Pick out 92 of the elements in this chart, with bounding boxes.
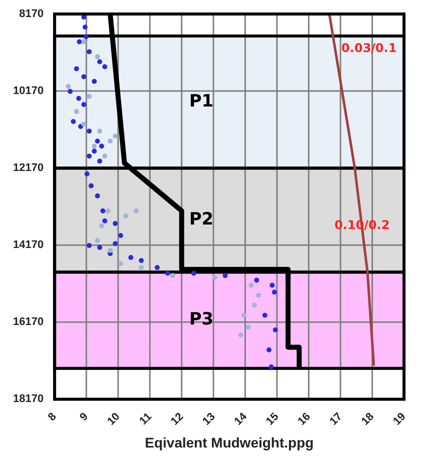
x-tick-label: 9: [78, 410, 91, 424]
band-label: P3: [189, 310, 214, 330]
point: [78, 124, 84, 129]
x-tick-label: 18: [359, 410, 376, 428]
point: [108, 138, 113, 144]
point: [94, 193, 100, 198]
point: [86, 49, 92, 54]
band-label: P1: [189, 91, 214, 112]
point: [241, 312, 246, 318]
point: [102, 154, 108, 159]
point: [94, 238, 100, 244]
point: [191, 270, 196, 276]
point: [86, 154, 92, 159]
x-tick-label: 11: [137, 410, 154, 428]
point: [76, 39, 82, 44]
y-tick-label: 14170: [12, 239, 44, 252]
point: [86, 128, 92, 134]
x-axis-title: Eqivalent Mudweight.ppg: [144, 434, 314, 450]
point: [118, 261, 124, 266]
point: [97, 158, 102, 164]
x-tick-label: 12: [168, 410, 186, 428]
point: [246, 324, 251, 330]
point: [84, 171, 90, 176]
x-tick-label: 8: [46, 410, 59, 424]
y-tick-label: 12170: [12, 162, 44, 174]
point: [165, 270, 170, 276]
point: [74, 66, 80, 72]
x-tick-label: 13: [200, 410, 218, 428]
point: [76, 96, 82, 101]
point: [99, 144, 104, 149]
point: [238, 332, 244, 338]
point: [272, 327, 278, 332]
y-tick-label: 10170: [12, 85, 44, 98]
point: [222, 273, 228, 278]
point: [86, 94, 92, 99]
point: [270, 282, 275, 288]
band-label: P2: [189, 210, 214, 230]
point: [94, 54, 100, 60]
point: [92, 78, 97, 84]
point: [82, 24, 88, 30]
point: [266, 347, 272, 352]
point: [212, 274, 218, 280]
point: [105, 208, 110, 214]
point: [97, 128, 102, 134]
point: [81, 74, 86, 80]
point: [128, 254, 134, 260]
point: [112, 221, 118, 226]
point: [170, 273, 176, 278]
point: [94, 138, 100, 144]
point: [108, 248, 113, 254]
y-tick-label: 16170: [12, 316, 44, 328]
point: [248, 282, 254, 288]
x-tick-label: 15: [264, 410, 282, 428]
point: [268, 364, 274, 370]
point: [92, 148, 97, 154]
point: [134, 208, 139, 214]
point: [74, 108, 80, 114]
point: [99, 223, 104, 228]
point: [112, 241, 118, 246]
x-tick-label: 19: [391, 410, 408, 428]
point: [68, 88, 73, 94]
x-tick-label: 14: [232, 410, 250, 428]
point: [102, 64, 108, 70]
point: [81, 39, 86, 44]
x-tick-label: 16: [296, 410, 313, 428]
point: [100, 208, 106, 214]
point: [92, 144, 97, 149]
point: [102, 218, 108, 224]
point: [88, 183, 94, 188]
point: [97, 244, 102, 250]
point: [86, 243, 92, 248]
point: [112, 134, 118, 139]
x-tick-label: 10: [105, 410, 122, 428]
point: [138, 264, 144, 270]
point: [123, 213, 128, 218]
point: [252, 302, 257, 308]
point: [272, 290, 277, 295]
y-tick-label: 18170: [12, 393, 44, 406]
x-tick-label: 17: [328, 410, 345, 428]
point: [81, 122, 86, 127]
point: [97, 59, 102, 64]
point: [81, 102, 86, 108]
point: [70, 118, 76, 124]
point: [118, 233, 124, 238]
point: [254, 278, 260, 283]
point: [84, 34, 89, 40]
point: [138, 258, 144, 264]
point: [256, 292, 262, 298]
y-tick-label: 8170: [19, 8, 44, 20]
point: [66, 84, 71, 89]
point: [262, 312, 268, 318]
point: [154, 264, 160, 270]
